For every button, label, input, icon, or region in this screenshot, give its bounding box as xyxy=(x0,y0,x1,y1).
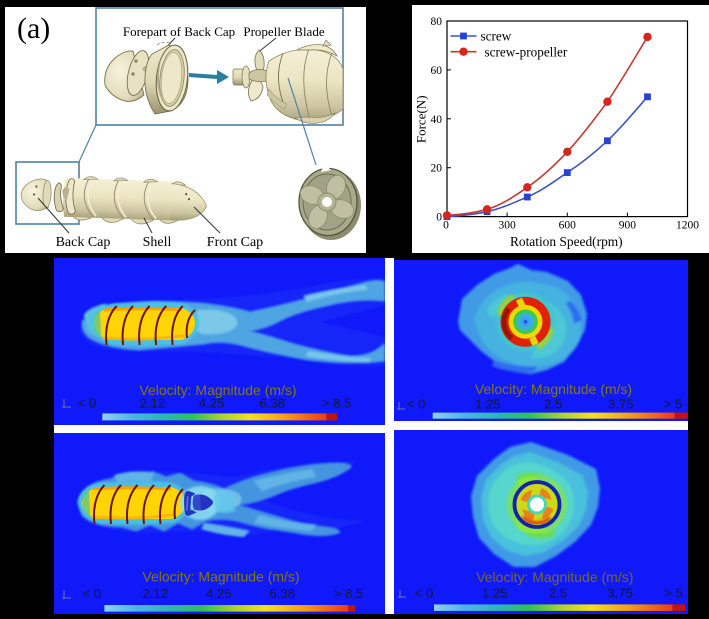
svg-text:Forepart of Back Cap: Forepart of Back Cap xyxy=(123,24,235,39)
svg-text:3.75: 3.75 xyxy=(608,397,634,412)
svg-text:300: 300 xyxy=(498,220,515,232)
svg-text:Propeller Blade: Propeller Blade xyxy=(243,24,324,39)
svg-text:Velocity: Magnitude (m/s): Velocity: Magnitude (m/s) xyxy=(476,569,633,585)
svg-text:Back Cap: Back Cap xyxy=(56,235,111,250)
svg-text:20: 20 xyxy=(431,163,443,175)
svg-text:> 5: > 5 xyxy=(664,397,683,412)
svg-text:> 8.5: > 8.5 xyxy=(334,586,364,601)
svg-text:0: 0 xyxy=(443,220,449,232)
svg-text:Force(N): Force(N) xyxy=(414,95,429,143)
svg-text:0: 0 xyxy=(436,212,442,224)
svg-text:2.12: 2.12 xyxy=(142,586,168,601)
svg-text:Velocity: Magnitude (m/s): Velocity: Magnitude (m/s) xyxy=(475,381,632,397)
svg-text:2.5: 2.5 xyxy=(544,397,562,412)
svg-text:80: 80 xyxy=(431,16,443,28)
svg-text:600: 600 xyxy=(559,220,577,232)
svg-text:Velocity: Magnitude (m/s): Velocity: Magnitude (m/s) xyxy=(139,382,296,398)
svg-text:< 0: < 0 xyxy=(82,586,101,601)
svg-text:Shell: Shell xyxy=(143,235,172,250)
svg-text:Front Cap: Front Cap xyxy=(207,235,263,250)
svg-text:40: 40 xyxy=(431,114,443,126)
svg-text:6.38: 6.38 xyxy=(269,586,295,601)
svg-text:3.75: 3.75 xyxy=(607,586,633,601)
svg-text:1.25: 1.25 xyxy=(482,586,508,601)
svg-text:> 5: > 5 xyxy=(664,586,683,601)
svg-text:900: 900 xyxy=(619,220,637,232)
svg-text:< 0: < 0 xyxy=(407,397,426,412)
svg-text:< 0: < 0 xyxy=(415,586,434,601)
svg-text:60: 60 xyxy=(431,65,443,77)
svg-text:4.25: 4.25 xyxy=(199,396,225,411)
svg-text:< 0: < 0 xyxy=(78,396,97,411)
svg-text:(a): (a) xyxy=(17,12,50,45)
svg-text:2.12: 2.12 xyxy=(140,396,166,411)
svg-text:screw: screw xyxy=(481,29,512,44)
svg-text:Velocity: Magnitude (m/s): Velocity: Magnitude (m/s) xyxy=(142,569,299,585)
svg-text:Rotation Speed(rpm): Rotation Speed(rpm) xyxy=(510,234,623,249)
svg-text:screw-propeller: screw-propeller xyxy=(485,45,568,60)
svg-text:> 8.5: > 8.5 xyxy=(322,396,352,411)
svg-text:2.5: 2.5 xyxy=(549,586,567,601)
svg-text:1.25: 1.25 xyxy=(475,397,501,412)
svg-text:1200: 1200 xyxy=(676,220,699,232)
svg-text:4.25: 4.25 xyxy=(206,586,232,601)
svg-text:6.38: 6.38 xyxy=(259,396,285,411)
